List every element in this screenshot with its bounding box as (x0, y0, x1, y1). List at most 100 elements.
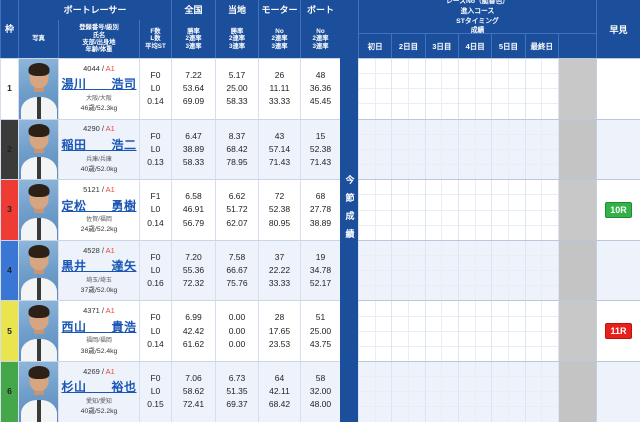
touchi-2-value: 51.72 (226, 204, 248, 215)
series-result-cell (509, 59, 525, 73)
series-result-cell (442, 330, 458, 346)
series-day-column (491, 240, 525, 301)
series-result-cell (475, 315, 492, 331)
series-result-cell (392, 391, 408, 406)
series-result-cell (458, 315, 475, 331)
series-result-cell (392, 362, 408, 376)
series-result-cell (458, 73, 475, 88)
motor-2-value: 42.11 (269, 386, 290, 397)
motor-cell: 43 57.14 71.43 (258, 119, 300, 180)
series-day-column (491, 59, 525, 119)
series-result-cell (425, 148, 442, 164)
day-header-row: 初日 2日目 3日目 4日目 5日目 最終日 (358, 34, 596, 58)
series-result-cell (409, 209, 425, 225)
day-header-4[interactable]: 4日目 (457, 34, 491, 58)
series-result-cell (476, 362, 492, 376)
racer-name-link[interactable]: 稲田 浩二 (61, 137, 137, 152)
series-day-subcolumn (425, 180, 442, 240)
l-count-value: L0 (150, 83, 161, 94)
touchi-3-value: 69.37 (226, 399, 248, 410)
f-count-value: F0 (150, 312, 161, 323)
series-day-subcolumn (408, 240, 425, 301)
series-result-cell (492, 224, 508, 240)
series-result-cell (508, 376, 525, 391)
boat-cell: 51 25.00 43.75 (300, 301, 340, 361)
series-result-cell (409, 103, 425, 118)
series-result-cell (492, 120, 508, 134)
series-result-cell (409, 241, 425, 255)
racer-name-link[interactable]: 杉山 裕也 (61, 380, 137, 395)
day-header-1[interactable]: 初日 (358, 34, 391, 58)
series-result-cell (508, 224, 525, 240)
zenkoku-cell: 7.22 53.64 69.09 (171, 59, 215, 119)
series-result-cell (392, 270, 408, 285)
racer-name-link[interactable]: 定松 勇樹 (61, 198, 137, 213)
series-spare-column (557, 301, 596, 361)
series-result-cell (542, 376, 558, 391)
series-result-cell (409, 224, 425, 240)
racer-age-weight: 46歳/52.3kg (80, 105, 118, 113)
racer-name-link[interactable]: 黒井 達矢 (61, 259, 137, 274)
series-day-subcolumn (492, 180, 508, 240)
series-result-row (358, 118, 640, 180)
series-result-cell (392, 73, 408, 88)
series-result-cell (392, 315, 408, 331)
series-result-cell (492, 362, 508, 376)
boat-3-value: 52.17 (309, 278, 332, 289)
series-day-subcolumn (408, 301, 425, 361)
hayami-race-badge[interactable]: 11R (605, 323, 632, 340)
racer-name-link[interactable]: 西山 貴浩 (61, 319, 137, 334)
boat-cell: 58 32.00 48.00 (300, 361, 340, 422)
boat-no-value: 68 (315, 191, 326, 202)
zenkoku-2-value: 42.42 (182, 325, 205, 336)
hayami-race-badge[interactable]: 10R (605, 201, 632, 218)
series-day-subcolumn (458, 59, 475, 119)
series-result-cell (475, 406, 492, 421)
racer-photo (19, 361, 58, 422)
series-result-cell (525, 224, 542, 240)
racer-name-link[interactable]: 湯川 浩司 (61, 77, 137, 92)
racer-info-cell: 4290 / A1 稲田 浩二 兵庫/兵庫 40歳/52.0kg (58, 119, 139, 180)
racer-info-pane: 枠 ボートレーサー 写真 登録番号/級別 氏名 支部/出身地 年齢/体重 F数 … (0, 0, 340, 422)
series-result-cell (442, 164, 458, 179)
day-header-3[interactable]: 3日目 (424, 34, 458, 58)
hayami-cell (596, 361, 640, 422)
series-result-row (358, 58, 640, 119)
header-boat-2: 2連率 (312, 35, 329, 43)
motor-no-value: 43 (274, 130, 285, 141)
series-result-cell (509, 241, 525, 255)
day-header-2[interactable]: 2日目 (391, 34, 424, 58)
series-day-subcolumn (408, 180, 425, 240)
series-result-cell (409, 406, 425, 421)
series-day-column (491, 180, 525, 240)
zenkoku-3-value: 56.79 (182, 217, 205, 228)
l-count-value: L0 (150, 264, 161, 275)
series-day-subcolumn (541, 361, 558, 422)
series-results-title: レースNo（艇番色） 進入コース STタイミング 成績 (358, 0, 596, 34)
series-result-cell (508, 345, 525, 361)
series-result-cell (459, 180, 475, 194)
series-day-subcolumn (507, 240, 525, 301)
series-result-grid (358, 180, 596, 240)
series-result-cell (542, 88, 558, 103)
series-result-cell (476, 241, 492, 255)
series-result-cell (409, 180, 425, 194)
touchi-cell: 0.00 0.00 0.00 (215, 301, 258, 361)
series-result-cell (542, 406, 558, 421)
racer-info-cell: 4371 / A1 西山 貴浩 福岡/福岡 38歳/52.4kg (58, 301, 139, 361)
series-result-cell (542, 285, 558, 300)
series-day-subcolumn (492, 301, 508, 361)
header-fl-st: F数 L数 平均ST (139, 20, 171, 58)
racer-photo-cell (18, 180, 58, 240)
day-header-6[interactable]: 最終日 (524, 34, 558, 58)
series-result-cell (425, 133, 442, 149)
day-header-5[interactable]: 5日目 (491, 34, 524, 58)
series-result-cell (392, 345, 408, 361)
series-day-column (424, 240, 458, 301)
series-result-cell (426, 301, 442, 315)
motor-no-value: 26 (274, 70, 285, 81)
boat-no-value: 48 (315, 70, 326, 81)
series-spare-column (557, 119, 596, 180)
series-result-cell (542, 164, 558, 179)
